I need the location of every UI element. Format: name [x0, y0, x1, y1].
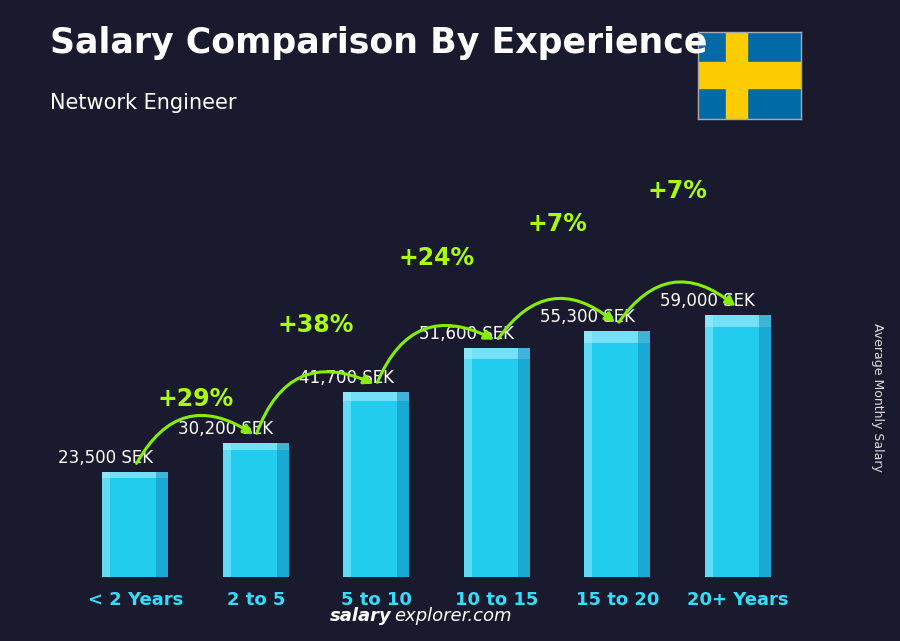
Text: 23,500 SEK: 23,500 SEK [58, 449, 153, 467]
Bar [277, 443, 289, 577]
Bar [157, 472, 168, 577]
Text: +7%: +7% [647, 179, 707, 203]
Text: explorer.com: explorer.com [394, 607, 512, 625]
Text: 41,700 SEK: 41,700 SEK [299, 369, 393, 387]
Text: +24%: +24% [399, 246, 474, 270]
Bar [103, 472, 168, 577]
Bar [398, 392, 410, 577]
Bar [103, 472, 110, 577]
Bar [464, 347, 530, 358]
Text: 51,600 SEK: 51,600 SEK [419, 324, 514, 342]
Text: Average Monthly Salary: Average Monthly Salary [871, 323, 884, 472]
Bar [698, 62, 801, 88]
Bar [705, 315, 770, 577]
Bar [103, 472, 168, 478]
Bar [638, 331, 651, 577]
Bar [726, 32, 747, 119]
Text: 55,300 SEK: 55,300 SEK [540, 308, 634, 326]
Bar [759, 315, 770, 577]
Bar [584, 331, 651, 577]
Text: 30,200 SEK: 30,200 SEK [178, 420, 274, 438]
Bar [705, 315, 770, 327]
Bar [222, 443, 230, 577]
Text: Network Engineer: Network Engineer [50, 93, 236, 113]
Bar [584, 331, 592, 577]
Text: 59,000 SEK: 59,000 SEK [661, 292, 755, 310]
Bar [343, 392, 351, 577]
Bar [222, 443, 289, 450]
Bar [343, 392, 410, 577]
Bar [705, 315, 713, 577]
Bar [464, 347, 530, 577]
Text: +29%: +29% [158, 387, 234, 412]
Bar [464, 347, 472, 577]
Text: salary: salary [329, 607, 392, 625]
Text: +38%: +38% [278, 313, 355, 337]
Bar [343, 392, 410, 401]
Text: +7%: +7% [527, 212, 587, 237]
Bar [518, 347, 530, 577]
Text: Salary Comparison By Experience: Salary Comparison By Experience [50, 26, 706, 60]
Bar [222, 443, 289, 577]
Bar [584, 331, 651, 343]
